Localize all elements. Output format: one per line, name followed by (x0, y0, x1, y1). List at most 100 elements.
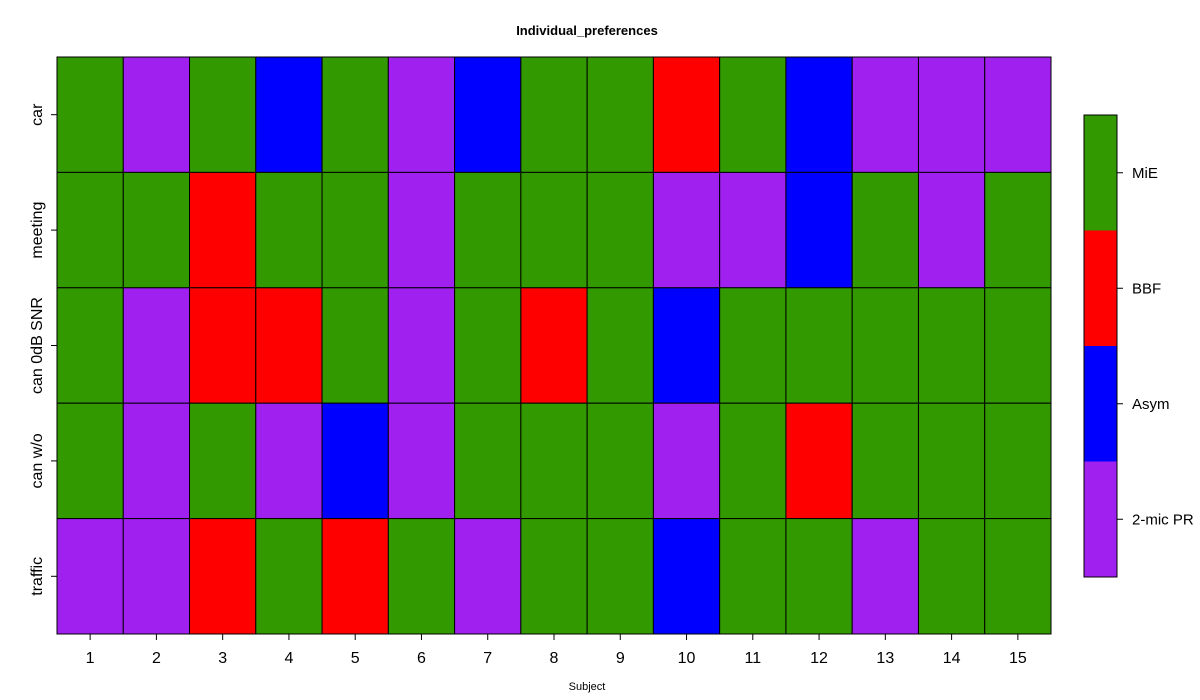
legend-label: MiE (1132, 165, 1158, 182)
heatmap-cell (321, 287, 389, 404)
heatmap-cell (719, 171, 787, 289)
heatmap-cell (189, 518, 257, 635)
heatmap-cell (719, 518, 787, 635)
x-tick-label: 12 (810, 650, 828, 667)
heatmap-cell (586, 287, 654, 404)
heatmap-cell (586, 171, 654, 289)
heatmap-cell (387, 518, 456, 635)
heatmap-cell (520, 518, 588, 635)
heatmap-cell (189, 171, 257, 289)
heatmap-cell (122, 402, 191, 520)
x-tick-label: 8 (550, 650, 559, 667)
x-tick-label: 15 (1009, 650, 1027, 667)
heatmap-cell (917, 171, 986, 289)
heatmap-cell (586, 402, 654, 520)
heatmap-cell (652, 287, 721, 404)
heatmap-cell (917, 56, 986, 173)
legend-label: 2-mic PR (1132, 511, 1194, 528)
legend: MiE BBF Asym 2-mic PR (1083, 114, 1194, 578)
heatmap-cell (984, 56, 1052, 173)
y-tick-label: can 0dB SNR (29, 297, 46, 394)
heatmap-cell (122, 518, 191, 635)
x-tick-label: 10 (678, 650, 696, 667)
heatmap-cell (719, 287, 787, 404)
heatmap-cell (652, 171, 721, 289)
heatmap-cell (984, 402, 1052, 520)
x-tick-label: 3 (218, 650, 227, 667)
heatmap-cell (785, 518, 853, 635)
heatmap-cell (520, 171, 588, 289)
heatmap-cell (321, 171, 389, 289)
heatmap-cell (652, 402, 721, 520)
heatmap-cell (520, 402, 588, 520)
heatmap-cell (851, 518, 919, 635)
heatmap-cell (189, 287, 257, 404)
legend-swatch (1084, 346, 1117, 462)
heatmap-cell (586, 518, 654, 635)
x-tick-label: 2 (152, 650, 161, 667)
x-tick-label: 14 (943, 650, 961, 667)
heatmap-cell (454, 402, 522, 520)
heatmap-cell (851, 171, 919, 289)
heatmap-cell (122, 287, 191, 404)
heatmap-cell (917, 287, 986, 404)
x-tick-label: 11 (744, 650, 761, 667)
y-tick-label: car (29, 103, 46, 126)
heatmap-cell (321, 402, 389, 520)
heatmap-cell (719, 402, 787, 520)
heatmap-cell (454, 171, 522, 289)
heatmap-cell (255, 402, 323, 520)
x-tick-label: 7 (483, 650, 492, 667)
heatmap-cell (851, 402, 919, 520)
heatmap-cell (984, 287, 1052, 404)
y-axis: car meeting can 0dB SNR can w/o traffic (29, 103, 57, 596)
x-tick-label: 13 (876, 650, 894, 667)
heatmap-cell (56, 171, 124, 289)
x-tick-label: 9 (616, 650, 625, 667)
x-tick-label: 6 (417, 650, 426, 667)
chart-title: Individual_preferences (516, 23, 658, 38)
heatmap-cell (454, 56, 522, 173)
heatmap-cell (520, 287, 588, 404)
heatmap-cell (652, 56, 721, 173)
heatmap-cell (785, 56, 853, 173)
legend-label: BBF (1132, 280, 1161, 297)
y-tick-label: can w/o (29, 433, 46, 488)
heatmap-cells (56, 56, 1052, 635)
x-tick-label: 4 (284, 650, 293, 667)
heatmap-cell (255, 518, 323, 635)
heatmap-cell (56, 287, 124, 404)
x-tick-label: 5 (351, 650, 360, 667)
heatmap-cell (520, 56, 588, 173)
heatmap-cell (387, 287, 456, 404)
heatmap-cell (454, 518, 522, 635)
x-axis: 1 2 3 4 5 6 7 8 9 10 11 12 13 14 15 (86, 634, 1027, 667)
heatmap-cell (387, 56, 456, 173)
heatmap-cell (387, 171, 456, 289)
x-axis-label: Subject (569, 681, 606, 693)
heatmap-cell (851, 56, 919, 173)
legend-label: Asym (1132, 396, 1170, 413)
heatmap-cell (785, 287, 853, 404)
heatmap-cell (122, 56, 191, 173)
legend-border (1083, 114, 1118, 578)
heatmap-cell (255, 56, 323, 173)
heatmap-cell (255, 171, 323, 289)
y-tick-label: traffic (29, 557, 46, 596)
heatmap-cell (917, 402, 986, 520)
x-tick-label: 1 (86, 650, 95, 667)
heatmap-cell (321, 56, 389, 173)
heatmap-cell (984, 518, 1052, 635)
heatmap-cell (454, 287, 522, 404)
heatmap-cell (586, 56, 654, 173)
heatmap-cell (652, 518, 721, 635)
heatmap-cell (917, 518, 986, 635)
legend-swatch (1084, 115, 1117, 231)
heatmap-cell (122, 171, 191, 289)
legend-swatch (1084, 461, 1117, 577)
heatmap-cell (321, 518, 389, 635)
legend-swatch (1084, 230, 1117, 346)
heatmap-cell (785, 402, 853, 520)
heatmap-cell (719, 56, 787, 173)
